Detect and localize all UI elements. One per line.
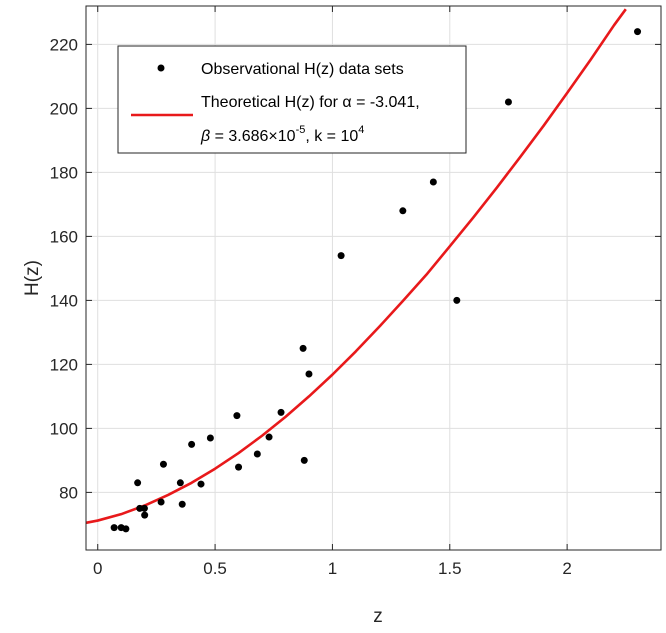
data-point (305, 370, 313, 378)
data-point (233, 412, 241, 420)
legend-box (117, 45, 467, 154)
data-point (337, 252, 345, 260)
legend-theoretical-label-line2: β = 3.686×10-5, k = 104 (200, 124, 364, 145)
y-tick-label: 140 (50, 291, 78, 310)
legend-beta-exponent: -5 (296, 124, 306, 136)
theory-curve (85, 8, 627, 525)
data-point (122, 525, 130, 533)
legend-theoretical-label-line1: Theoretical H(z) for α = -3.041, (201, 94, 420, 111)
plot-frame (85, 5, 662, 551)
data-point (399, 207, 407, 215)
y-tick-label: 100 (50, 419, 78, 438)
x-tick-label: 1 (328, 559, 337, 578)
data-point (429, 178, 437, 186)
legend-marker-symbol (157, 64, 165, 72)
x-tick-label: 1.5 (438, 559, 462, 578)
legend-observational-label: Observational H(z) data sets (201, 61, 404, 78)
observation-markers-layer (110, 28, 642, 533)
data-point (253, 450, 261, 458)
legend-beta-symbol: β (200, 128, 210, 145)
data-point (504, 98, 512, 106)
legend-k-label: , k = 10 (305, 128, 358, 145)
x-tick-labels: 0 0.5 1 1.5 2 (93, 559, 572, 578)
data-point (110, 524, 118, 532)
data-point (159, 460, 167, 468)
data-point (188, 440, 196, 448)
x-axis-label: z (373, 606, 383, 627)
axis-ticks (86, 6, 661, 550)
data-point (206, 434, 214, 442)
data-point (300, 456, 308, 464)
y-tick-label: 220 (50, 35, 78, 54)
data-point (277, 408, 285, 416)
data-point (453, 296, 461, 304)
data-point (141, 511, 149, 519)
data-point (176, 479, 184, 487)
data-point (634, 28, 642, 36)
data-point (265, 433, 273, 441)
data-point (197, 480, 205, 488)
y-tick-labels: 80 100 120 140 160 180 200 220 (50, 35, 78, 502)
data-point (140, 504, 148, 512)
data-point (235, 463, 243, 471)
data-point (134, 479, 142, 487)
data-point (299, 344, 307, 352)
legend: Observational H(z) data sets Theoretical… (117, 45, 467, 154)
x-tick-label: 0 (93, 559, 102, 578)
y-tick-label: 180 (50, 163, 78, 182)
legend-k-exponent: 4 (358, 124, 364, 136)
legend-beta-value: = 3.686 (210, 128, 268, 145)
y-axis-label: H(z) (22, 260, 43, 296)
legend-beta-base: 10 (278, 128, 296, 145)
y-tick-label: 200 (50, 99, 78, 118)
legend-times-symbol: × (268, 128, 277, 145)
y-tick-label: 160 (50, 227, 78, 246)
theory-curve-layer (85, 8, 627, 525)
y-tick-label: 80 (59, 483, 78, 502)
data-point (178, 500, 186, 508)
y-tick-label: 120 (50, 355, 78, 374)
x-tick-label: 2 (562, 559, 571, 578)
x-tick-label: 0.5 (203, 559, 227, 578)
data-point (157, 498, 165, 506)
